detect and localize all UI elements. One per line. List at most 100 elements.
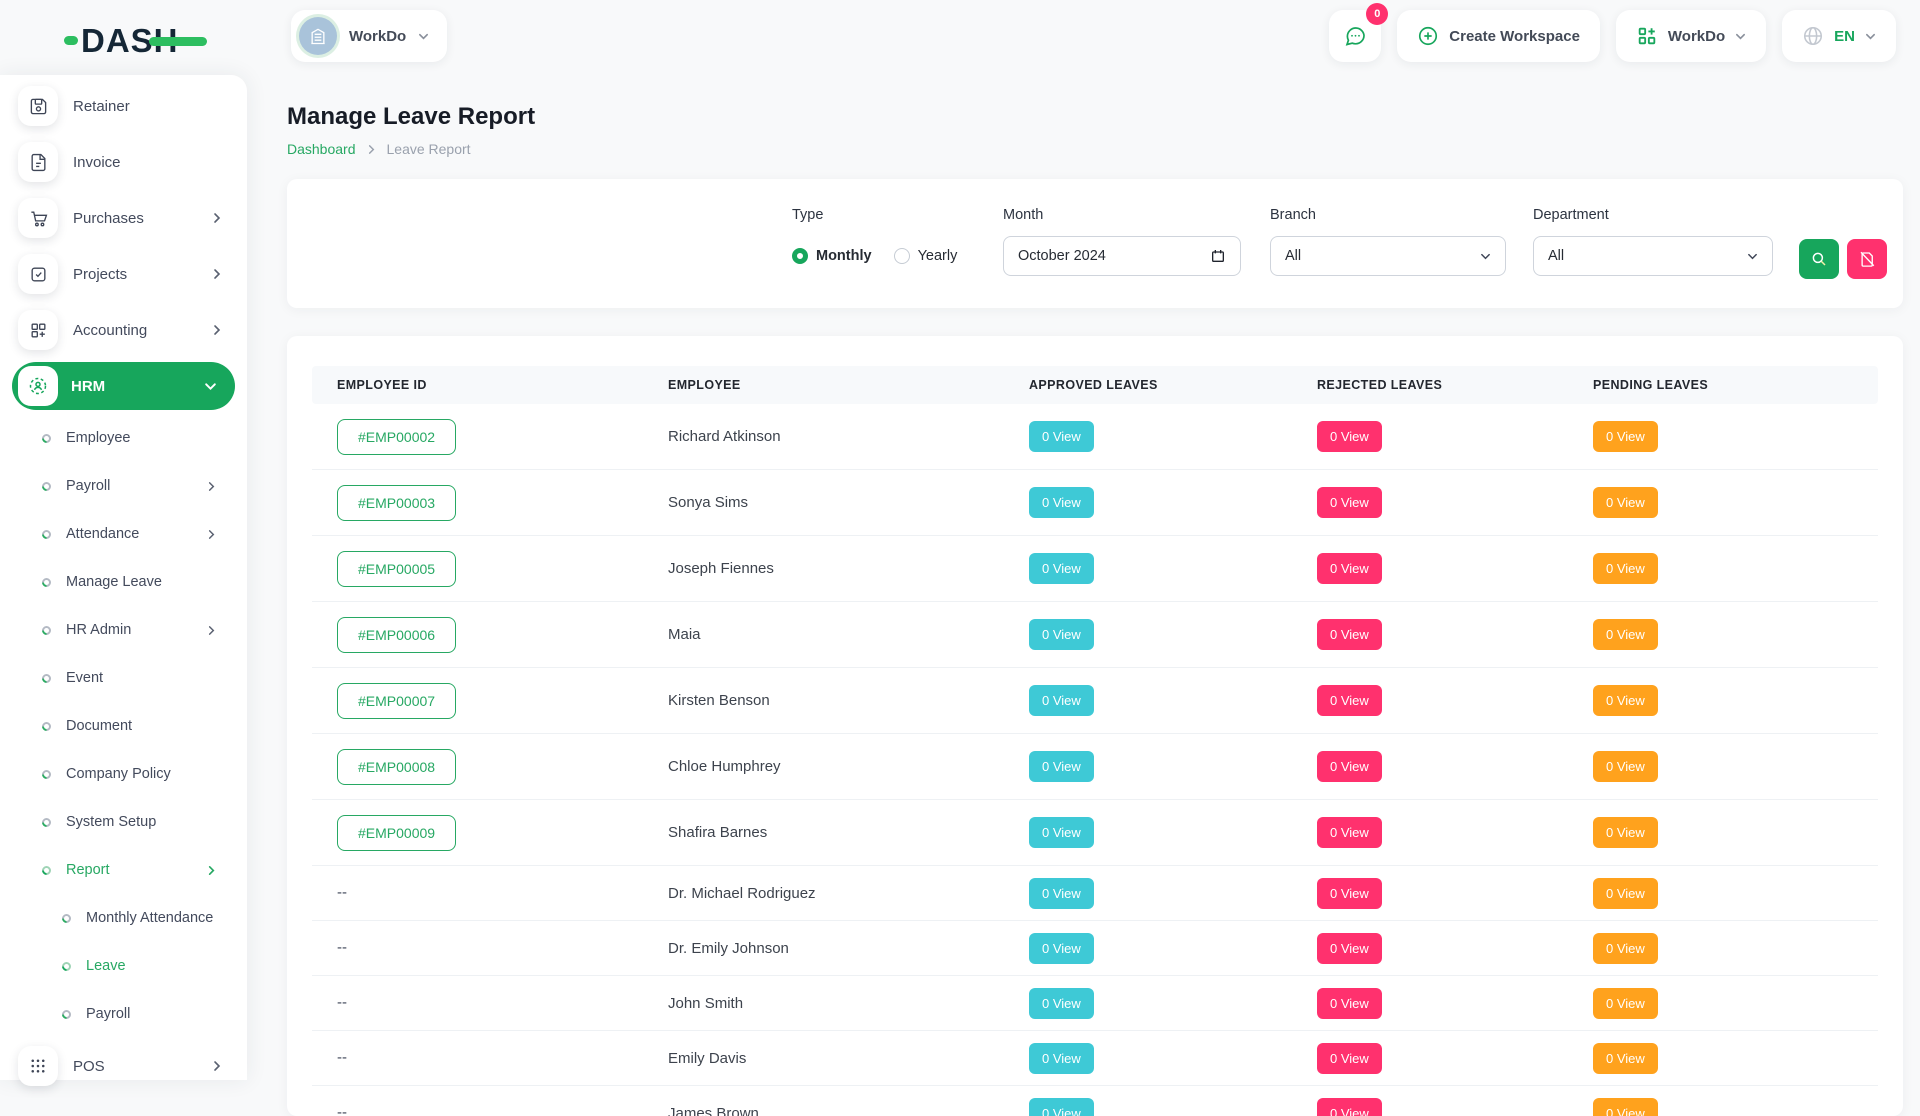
rejected-view-badge[interactable]: 0 View [1317, 878, 1382, 909]
sidebar-item-monthly-attendance[interactable]: Monthly Attendance [0, 894, 247, 942]
sidebar-item-label: POS [73, 1058, 105, 1075]
top-right-actions: 0 Create Workspace WorkDo EN [1329, 10, 1896, 62]
language-code: EN [1834, 28, 1855, 45]
rejected-view-badge[interactable]: 0 View [1317, 619, 1382, 650]
rejected-view-badge[interactable]: 0 View [1317, 988, 1382, 1019]
pending-view-badge[interactable]: 0 View [1593, 817, 1658, 848]
approved-view-badge[interactable]: 0 View [1029, 933, 1094, 964]
month-input[interactable]: October 2024 [1003, 236, 1241, 276]
pending-view-badge[interactable]: 0 View [1593, 751, 1658, 782]
cart-icon [18, 198, 58, 238]
sidebar-item-document[interactable]: Document [0, 702, 247, 750]
approved-view-badge[interactable]: 0 View [1029, 1043, 1094, 1074]
sidebar-item-retainer[interactable]: Retainer [0, 78, 247, 134]
sidebar-item-label: Retainer [73, 98, 130, 115]
bullet-icon [60, 960, 73, 973]
sidebar-item-label: Company Policy [66, 766, 171, 782]
sidebar-item-attendance[interactable]: Attendance [0, 510, 247, 558]
bullet-icon [40, 720, 53, 733]
pending-view-badge[interactable]: 0 View [1593, 685, 1658, 716]
rejected-view-badge[interactable]: 0 View [1317, 817, 1382, 848]
pending-view-badge[interactable]: 0 View [1593, 988, 1658, 1019]
approved-view-badge[interactable]: 0 View [1029, 878, 1094, 909]
language-selector[interactable]: EN [1782, 10, 1896, 62]
sidebar-item-report-payroll[interactable]: Payroll [0, 990, 247, 1038]
workspace-selector[interactable]: WorkDo [291, 10, 447, 62]
search-button[interactable] [1799, 239, 1839, 279]
sidebar-item-company-policy[interactable]: Company Policy [0, 750, 247, 798]
employee-name: Sonya Sims [668, 494, 1029, 511]
approved-view-badge[interactable]: 0 View [1029, 988, 1094, 1019]
approved-view-badge[interactable]: 0 View [1029, 751, 1094, 782]
approved-view-badge[interactable]: 0 View [1029, 685, 1094, 716]
sidebar-item-invoice[interactable]: Invoice [0, 134, 247, 190]
sidebar-item-projects[interactable]: Projects [0, 246, 247, 302]
sidebar-item-report[interactable]: Report [0, 846, 247, 894]
pending-view-badge[interactable]: 0 View [1593, 487, 1658, 518]
rejected-view-badge[interactable]: 0 View [1317, 553, 1382, 584]
rejected-view-badge[interactable]: 0 View [1317, 421, 1382, 452]
pending-view-badge[interactable]: 0 View [1593, 878, 1658, 909]
employee-id-button[interactable]: #EMP00008 [337, 749, 456, 785]
bullet-icon [40, 480, 53, 493]
rejected-view-badge[interactable]: 0 View [1317, 685, 1382, 716]
approved-view-badge[interactable]: 0 View [1029, 421, 1094, 452]
rejected-view-badge[interactable]: 0 View [1317, 1098, 1382, 1116]
employee-id-button[interactable]: #EMP00006 [337, 617, 456, 653]
sidebar-item-hr-admin[interactable]: HR Admin [0, 606, 247, 654]
rejected-view-badge[interactable]: 0 View [1317, 1043, 1382, 1074]
branch-select[interactable]: All [1270, 236, 1506, 276]
chevron-right-icon [211, 268, 223, 280]
approved-view-badge[interactable]: 0 View [1029, 619, 1094, 650]
check-square-icon [18, 254, 58, 294]
employee-id-button[interactable]: #EMP00007 [337, 683, 456, 719]
sidebar-item-label: Invoice [73, 154, 121, 171]
employee-id-button[interactable]: #EMP00009 [337, 815, 456, 851]
sidebar-item-system-setup[interactable]: System Setup [0, 798, 247, 846]
app-logo[interactable]: DASH [64, 22, 207, 58]
sidebar-item-employee[interactable]: Employee [0, 414, 247, 462]
radio-yearly[interactable]: Yearly [894, 248, 958, 264]
approved-view-badge[interactable]: 0 View [1029, 553, 1094, 584]
workdo-menu-button[interactable]: WorkDo [1616, 10, 1766, 62]
sidebar-item-purchases[interactable]: Purchases [0, 190, 247, 246]
sidebar-item-pos[interactable]: POS [0, 1038, 247, 1094]
rejected-view-badge[interactable]: 0 View [1317, 751, 1382, 782]
rejected-view-badge[interactable]: 0 View [1317, 487, 1382, 518]
approved-view-badge[interactable]: 0 View [1029, 487, 1094, 518]
radio-checked-icon [792, 248, 808, 264]
employee-id-button: -- [337, 939, 347, 956]
bullet-icon [40, 528, 53, 541]
breadcrumb-dashboard-link[interactable]: Dashboard [287, 141, 356, 157]
sidebar-item-payroll[interactable]: Payroll [0, 462, 247, 510]
pending-view-badge[interactable]: 0 View [1593, 1043, 1658, 1074]
approved-view-badge[interactable]: 0 View [1029, 1098, 1094, 1116]
col-pending-leaves: PENDING LEAVES [1593, 378, 1878, 392]
sidebar-item-manage-leave[interactable]: Manage Leave [0, 558, 247, 606]
sidebar-item-event[interactable]: Event [0, 654, 247, 702]
employee-name: Dr. Michael Rodriguez [668, 885, 1029, 902]
sidebar-item-hrm[interactable]: HRM [12, 362, 235, 410]
reset-button[interactable] [1847, 239, 1887, 279]
pending-view-badge[interactable]: 0 View [1593, 619, 1658, 650]
department-select[interactable]: All [1533, 236, 1773, 276]
employee-id-button[interactable]: #EMP00003 [337, 485, 456, 521]
radio-monthly[interactable]: Monthly [792, 248, 872, 264]
grid-plus-icon [1636, 25, 1658, 47]
approved-view-badge[interactable]: 0 View [1029, 817, 1094, 848]
rejected-view-badge[interactable]: 0 View [1317, 933, 1382, 964]
create-workspace-button[interactable]: Create Workspace [1397, 10, 1600, 62]
sidebar-item-accounting[interactable]: Accounting [0, 302, 247, 358]
sidebar-item-label: Document [66, 718, 132, 734]
pending-view-badge[interactable]: 0 View [1593, 933, 1658, 964]
messages-button[interactable]: 0 [1329, 10, 1381, 62]
sidebar-item-label: Manage Leave [66, 574, 162, 590]
employee-id-button: -- [337, 1049, 347, 1066]
pending-view-badge[interactable]: 0 View [1593, 421, 1658, 452]
pending-view-badge[interactable]: 0 View [1593, 1098, 1658, 1116]
employee-id-button[interactable]: #EMP00002 [337, 419, 456, 455]
pending-view-badge[interactable]: 0 View [1593, 553, 1658, 584]
sidebar-item-leave[interactable]: Leave [0, 942, 247, 990]
employee-id-button[interactable]: #EMP00005 [337, 551, 456, 587]
sidebar-item-label: Projects [73, 266, 127, 283]
